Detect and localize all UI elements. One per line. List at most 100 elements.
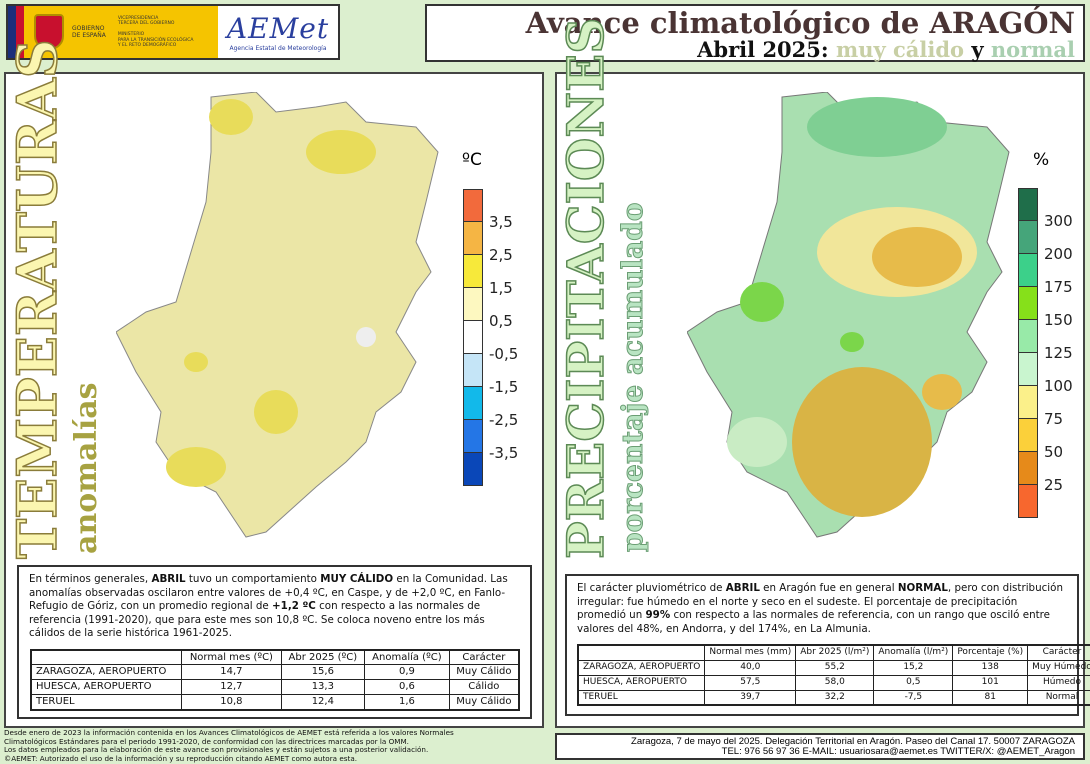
precipitation-legend-swatch: [1018, 320, 1038, 353]
precipitation-legend: 300 200 175 150 125 100 75 50 25: [1018, 188, 1073, 518]
table-cell: 40,0: [704, 659, 797, 676]
ministry-text: PARA LA TRANSICIÓN ECOLÓGICA: [117, 37, 194, 43]
table-corner-cell: [578, 645, 705, 660]
footer-note: ©AEMET: Autorizado el uso de la informac…: [4, 753, 358, 763]
temperature-legend-label: -2,5: [489, 411, 519, 429]
table-cell: TERUEL: [577, 689, 706, 706]
table-header-row: Normal mes (ºC) Abr 2025 (ºC) Anomalía (ºC…: [31, 649, 520, 665]
precipitation-legend-swatch: [1018, 419, 1038, 452]
table-row: TERUEL 10,8 12,4 1,6 Muy Cálido: [30, 694, 520, 710]
temperature-panel: TEMPERATURAS anomalías ºC 3,5 2,5 1,5 0,5 -0…: [4, 39, 544, 728]
summary-text-part: ABRIL: [725, 582, 760, 594]
summary-text-part: , pero con distribución irregular: fue h…: [577, 582, 1063, 621]
precipitation-summary-text: El carácter pluviométrico de ABRIL en Ar…: [577, 582, 1067, 636]
temperature-legend-label: -1,5: [489, 378, 519, 396]
table-cell: HUESCA, AEROPUERTO: [30, 679, 183, 695]
table-header-cell: Carácter: [1027, 644, 1090, 661]
precipitation-legend-swatch: [1018, 452, 1038, 485]
neutral-anomaly-area: [356, 327, 376, 347]
warm-anomaly-area: [306, 130, 376, 174]
aragon-region-shape: [116, 92, 439, 538]
very-wet-area: [840, 332, 864, 352]
table-cell: Muy Húmedo: [1027, 659, 1090, 676]
temperature-legend-swatch: [463, 288, 483, 321]
precipitation-legend-label: 200: [1044, 245, 1073, 263]
ministry-text: Y EL RETO DEMOGRÁFICO: [117, 43, 177, 48]
subtitle-temp-character: muy cálido: [835, 37, 965, 62]
precipitation-legend-label: 75: [1044, 410, 1064, 428]
table-row: HUESCA, AEROPUERTO 12,7 13,3 0,6 Cálido: [30, 679, 520, 695]
table-cell: 101: [952, 674, 1029, 691]
page-title: Avance climatológico de ARAGÓN: [427, 6, 1075, 40]
precipitation-legend-swatch: [1018, 485, 1038, 518]
very-dry-area: [872, 227, 962, 287]
aemet-logo-subtitle: Agencia Estatal de Meteorología: [229, 45, 327, 52]
very-dry-area: [922, 374, 962, 410]
table-cell: 15,6: [280, 664, 366, 680]
table-cell: 81: [952, 689, 1029, 706]
table-cell: 0,5: [873, 674, 954, 691]
table-header-cell: Normal mes (ºC): [181, 649, 282, 665]
table-header-cell: Anomalía (ºC): [364, 649, 450, 665]
table-cell: Normal: [1027, 689, 1090, 706]
precipitation-legend-label: 300: [1044, 212, 1073, 230]
summary-text-part: +1,2 ºC: [272, 600, 316, 612]
ministry-text: MINISTERIO: [117, 32, 145, 37]
precipitation-percentage-map: [687, 92, 1010, 538]
summary-text-part: 99%: [645, 609, 671, 621]
temperature-legend-swatch: [463, 420, 483, 453]
table-header-cell: Porcentaje (%): [952, 644, 1029, 661]
temperature-vertical-title: TEMPERATURAS: [4, 39, 70, 560]
temperature-legend-swatch: [463, 354, 483, 387]
table-cell: Muy Cálido: [448, 694, 520, 710]
table-cell: 39,7: [704, 689, 797, 706]
table-cell: 58,0: [795, 674, 875, 691]
precipitation-legend-swatch: [1018, 287, 1038, 320]
contact-address: Zaragoza, 7 de mayo del 2025. Delegación…: [631, 736, 1075, 747]
precipitation-legend-swatch: [1018, 221, 1038, 254]
summary-text-part: NORMAL: [897, 582, 948, 594]
temperature-legend-swatch: [463, 255, 483, 288]
temperature-anomaly-map: [116, 92, 439, 538]
subtitle-precip-character: normal: [990, 37, 1075, 62]
logo-banner: GOBIERNO DE ESPAÑA VICEPRESIDENCIA TERCERA…: [6, 4, 340, 60]
temperature-legend-swatch: [463, 387, 483, 420]
table-cell: 57,5: [704, 674, 797, 691]
summary-text-part: con respecto a las normales de referenci…: [29, 600, 485, 639]
ministry-text: VICEPRESIDENCIA: [117, 15, 159, 21]
temperature-legend-swatch: [463, 321, 483, 354]
precipitation-panel: PRECIPITACIONES porcentaje acumulado % 3…: [555, 17, 1090, 728]
temperature-legend-label: -0,5: [489, 345, 519, 363]
subtitle-conjunction: y: [964, 37, 991, 62]
table-cell: 0,6: [364, 679, 450, 695]
table-cell: -7,5: [873, 689, 954, 706]
footer-note: Desde enero de 2023 la información conte…: [4, 728, 454, 737]
precipitation-table: Normal mes (mm) Abr 2025 (l/m²) Anomalía (…: [577, 644, 1090, 706]
summary-text-part: tuvo un comportamiento: [185, 573, 321, 585]
summary-text-part: en Aragón fue en general: [759, 582, 898, 594]
table-cell: ZARAGOZA, AEROPUERTO: [30, 664, 183, 680]
table-row: ZARAGOZA, AEROPUERTO 14,7 15,6 0,9 Muy Cálid…: [30, 664, 520, 680]
precipitation-vertical-title: PRECIPITACIONES: [555, 17, 616, 560]
normal-area: [727, 417, 787, 467]
precipitation-legend-label: 150: [1044, 311, 1073, 329]
table-row: ZARAGOZA, AEROPUERTO 40,0 55,2 15,2 138 Muy H…: [577, 659, 1090, 676]
summary-text-part: ABRIL: [151, 573, 186, 585]
table-cell: 32,2: [795, 689, 875, 706]
temperature-legend-swatch: [463, 189, 483, 222]
table-cell: 0,9: [364, 664, 450, 680]
table-row: TERUEL 39,7 32,2 -7,5 81 Normal: [577, 689, 1090, 706]
warm-anomaly-area: [254, 390, 298, 434]
precipitation-legend-label: 100: [1044, 377, 1073, 395]
title-text: Avance climatológico de: [525, 6, 930, 40]
temperature-summary: En términos generales, ABRIL tuvo un com…: [17, 565, 532, 719]
gov-text: GOBIERNO: [72, 25, 105, 32]
ministry-text: TERCERA DEL GOBIERNO: [117, 21, 175, 26]
precipitation-legend-swatch: [1018, 353, 1038, 386]
precipitation-legend-label: 50: [1044, 443, 1064, 461]
footer-note: Los datos empleados para la elaboración …: [4, 745, 429, 754]
table-row: HUESCA, AEROPUERTO 57,5 58,0 0,5 101 Húmedo: [577, 674, 1090, 691]
precipitation-vertical-subtitle: porcentaje acumulado: [616, 202, 650, 553]
aemet-logo-mark: AEMet: [226, 12, 330, 45]
gov-text: DE ESPAÑA: [72, 32, 106, 39]
